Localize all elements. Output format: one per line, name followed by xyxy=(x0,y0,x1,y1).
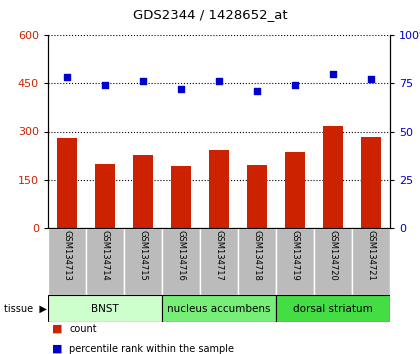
Bar xyxy=(209,150,229,228)
Text: GSM134715: GSM134715 xyxy=(139,230,147,281)
Bar xyxy=(94,164,116,228)
Point xyxy=(102,82,108,88)
Text: GSM134719: GSM134719 xyxy=(291,230,299,281)
Text: tissue  ▶: tissue ▶ xyxy=(4,303,47,314)
Bar xyxy=(276,295,390,322)
Bar xyxy=(314,228,352,295)
Bar xyxy=(124,228,162,295)
Bar xyxy=(238,228,276,295)
Bar xyxy=(171,166,192,228)
Bar xyxy=(86,228,124,295)
Bar xyxy=(133,155,153,228)
Bar xyxy=(323,126,344,228)
Text: GSM134716: GSM134716 xyxy=(176,230,186,281)
Bar xyxy=(276,228,314,295)
Bar xyxy=(200,228,238,295)
Text: ■: ■ xyxy=(52,343,63,354)
Bar xyxy=(162,295,276,322)
Bar xyxy=(360,137,381,228)
Text: GDS2344 / 1428652_at: GDS2344 / 1428652_at xyxy=(133,8,287,21)
Text: nucleus accumbens: nucleus accumbens xyxy=(167,303,271,314)
Text: ■: ■ xyxy=(52,324,63,334)
Text: percentile rank within the sample: percentile rank within the sample xyxy=(69,343,234,354)
Text: GSM134720: GSM134720 xyxy=(328,230,338,281)
Point xyxy=(215,79,222,84)
Point xyxy=(178,86,184,92)
Text: GSM134718: GSM134718 xyxy=(252,230,262,281)
Point xyxy=(139,79,146,84)
Bar xyxy=(162,228,200,295)
Text: GSM134713: GSM134713 xyxy=(63,230,71,281)
Point xyxy=(254,88,260,94)
Text: dorsal striatum: dorsal striatum xyxy=(293,303,373,314)
Point xyxy=(64,75,71,80)
Text: BNST: BNST xyxy=(91,303,119,314)
Bar xyxy=(247,165,268,228)
Point xyxy=(368,76,374,82)
Text: count: count xyxy=(69,324,97,334)
Bar xyxy=(48,295,162,322)
Text: GSM134714: GSM134714 xyxy=(100,230,110,281)
Bar xyxy=(352,228,390,295)
Text: GSM134717: GSM134717 xyxy=(215,230,223,281)
Point xyxy=(330,71,336,76)
Bar xyxy=(48,228,86,295)
Point xyxy=(291,82,298,88)
Bar xyxy=(285,152,305,228)
Bar xyxy=(57,138,77,228)
Text: GSM134721: GSM134721 xyxy=(367,230,375,281)
